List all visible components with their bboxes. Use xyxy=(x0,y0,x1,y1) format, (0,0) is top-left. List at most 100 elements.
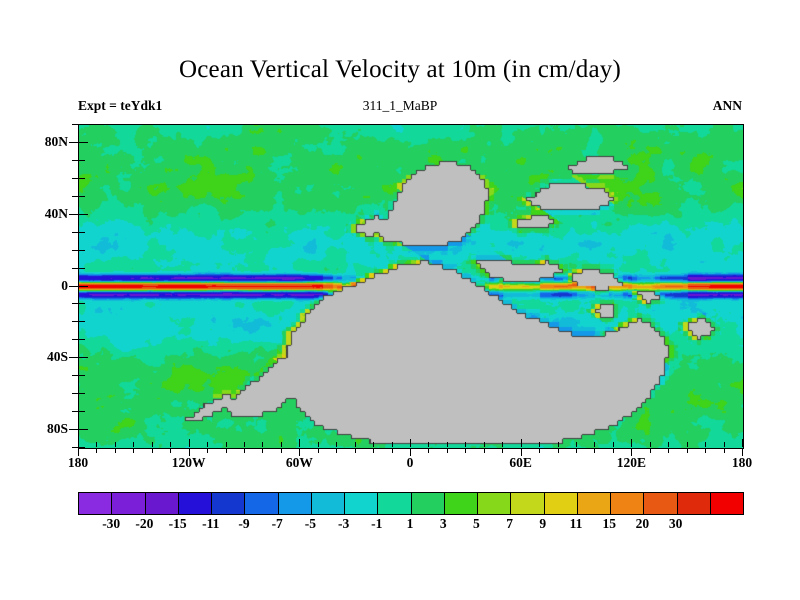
y-axis-label: 80S xyxy=(46,421,68,437)
x-tick xyxy=(336,448,338,453)
colorbar-cell xyxy=(511,493,545,514)
x-tick xyxy=(557,448,559,453)
x-tick-inner xyxy=(78,439,79,447)
colorbar-cell xyxy=(444,493,478,514)
y-tick xyxy=(72,411,78,413)
colorbar-cell xyxy=(644,493,678,514)
x-tick xyxy=(520,448,522,456)
x-tick-inner xyxy=(280,442,282,447)
colorbar-tick: -11 xyxy=(202,516,220,531)
y-tick-inner xyxy=(79,159,85,161)
y-tick xyxy=(72,177,78,179)
x-tick xyxy=(207,448,209,453)
x-tick-inner xyxy=(244,442,245,447)
map-plot-area xyxy=(78,124,744,449)
colorbar-cell xyxy=(112,493,146,514)
x-tick xyxy=(244,448,245,453)
y-tick xyxy=(72,231,78,233)
y-tick-inner xyxy=(79,375,85,377)
x-tick xyxy=(594,448,596,453)
x-tick xyxy=(668,448,670,453)
x-tick xyxy=(483,448,485,453)
x-tick xyxy=(354,448,356,453)
y-tick xyxy=(69,141,78,143)
y-tick-inner xyxy=(79,429,88,431)
y-tick xyxy=(72,124,78,125)
x-tick xyxy=(576,448,577,453)
x-tick xyxy=(428,448,430,453)
colorbar-tick: -5 xyxy=(304,516,317,531)
x-tick-inner xyxy=(483,442,485,447)
x-tick-inner xyxy=(114,442,116,447)
x-tick-inner xyxy=(410,439,411,447)
x-tick xyxy=(446,448,448,453)
colorbar-cell xyxy=(212,493,246,514)
x-tick-inner xyxy=(594,442,596,447)
colorbar-tick: -3 xyxy=(337,516,350,531)
y-tick-inner xyxy=(79,177,85,179)
y-tick xyxy=(72,321,78,323)
timeslice-label: 311_1_MaBP xyxy=(362,98,438,113)
x-tick-inner xyxy=(723,442,725,447)
x-tick xyxy=(631,448,633,456)
colorbar-cell xyxy=(611,493,645,514)
y-tick xyxy=(72,267,78,269)
colorbar-tick: 3 xyxy=(439,516,447,531)
x-axis-label: 180 xyxy=(67,455,89,470)
colorbar-cell xyxy=(378,493,412,514)
x-tick-inner xyxy=(576,442,577,447)
y-tick-inner xyxy=(79,124,85,125)
x-tick xyxy=(502,448,504,453)
colorbar-cell xyxy=(411,493,445,514)
y-tick-inner xyxy=(79,357,88,359)
season-label: ANN xyxy=(712,98,742,113)
colorbar xyxy=(78,492,744,515)
x-tick-inner xyxy=(225,442,227,447)
colorbar-tick: 30 xyxy=(668,516,683,531)
x-tick-inner xyxy=(262,442,264,447)
x-tick xyxy=(705,448,707,453)
x-tick-inner xyxy=(207,442,209,447)
colorbar-tick: -20 xyxy=(135,516,154,531)
colorbar-tick: 1 xyxy=(406,516,414,531)
colorbar-tick: -15 xyxy=(168,516,187,531)
x-tick-inner xyxy=(317,442,319,447)
y-tick-inner xyxy=(79,339,85,341)
colorbar-cell xyxy=(278,493,312,514)
y-tick-inner xyxy=(79,303,85,305)
x-axis-label: 0 xyxy=(406,455,414,470)
colorbar-cell xyxy=(710,493,743,514)
figure-title: Ocean Vertical Velocity at 10m (in cm/da… xyxy=(178,56,622,83)
y-tick xyxy=(72,195,78,197)
colorbar-cell xyxy=(577,493,611,514)
x-tick xyxy=(373,448,375,453)
y-tick-inner xyxy=(79,141,88,143)
x-tick-inner xyxy=(649,442,651,447)
y-tick xyxy=(72,159,78,161)
x-tick xyxy=(465,448,467,453)
x-tick xyxy=(225,448,227,453)
y-tick xyxy=(72,249,78,251)
colorbar-tick: 15 xyxy=(602,516,616,531)
colorbar-cell xyxy=(145,493,179,514)
x-tick xyxy=(170,448,172,453)
y-tick-inner xyxy=(79,285,88,287)
y-tick-inner xyxy=(79,393,85,395)
x-tick-inner xyxy=(557,442,559,447)
experiment-label: Expt = teYdk1 xyxy=(78,98,163,113)
y-tick-inner xyxy=(79,411,85,413)
colorbar-tick: 11 xyxy=(569,516,583,531)
x-tick-inner xyxy=(539,442,541,447)
x-tick-inner xyxy=(428,442,430,447)
colorbar-cell xyxy=(345,493,379,514)
y-tick-inner xyxy=(79,195,85,197)
colorbar-cell xyxy=(178,493,212,514)
colorbar-tick: -1 xyxy=(371,516,383,531)
x-tick xyxy=(114,448,116,453)
y-tick xyxy=(72,375,78,377)
y-axis-label: 80N xyxy=(44,133,68,149)
x-tick-inner xyxy=(520,439,522,447)
y-tick xyxy=(69,285,78,287)
y-axis-label: 0 xyxy=(61,277,68,293)
x-tick xyxy=(280,448,282,453)
